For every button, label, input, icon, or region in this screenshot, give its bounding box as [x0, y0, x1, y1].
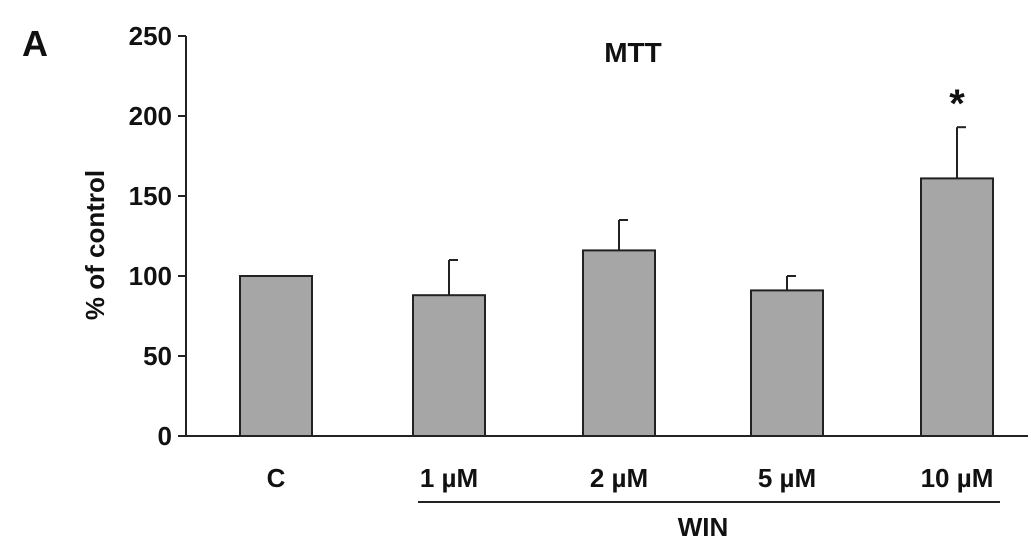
x-tick-label: 1 µM	[420, 463, 478, 493]
bar	[750, 289, 824, 437]
significance-asterisk: *	[949, 82, 965, 126]
y-tick-label: 250	[129, 21, 172, 51]
group-label-text: WIN	[678, 512, 729, 542]
y-tick-label: 200	[129, 101, 172, 131]
bar	[920, 177, 994, 437]
x-axis: C 1 µM 2 µM 5 µM 10 µM	[186, 435, 1028, 493]
bar	[239, 275, 313, 437]
y-tick-label: 150	[129, 181, 172, 211]
y-axis: 0 50 100 150 200 250	[129, 21, 187, 451]
group-label: WIN	[418, 501, 1000, 542]
x-tick-label: 5 µM	[758, 463, 816, 493]
x-tick-label: 2 µM	[590, 463, 648, 493]
y-tick-label: 50	[143, 341, 172, 371]
y-tick-label: 100	[129, 261, 172, 291]
y-tick-label: 0	[158, 421, 172, 451]
x-tick-label: 10 µM	[921, 463, 994, 493]
bar	[412, 294, 486, 438]
chart-title: MTT	[604, 37, 662, 68]
x-tick-label: C	[267, 463, 286, 493]
bars: *	[239, 82, 994, 438]
bar	[582, 249, 656, 437]
panel-label: A	[22, 23, 48, 64]
y-axis-label: % of control	[80, 170, 110, 320]
